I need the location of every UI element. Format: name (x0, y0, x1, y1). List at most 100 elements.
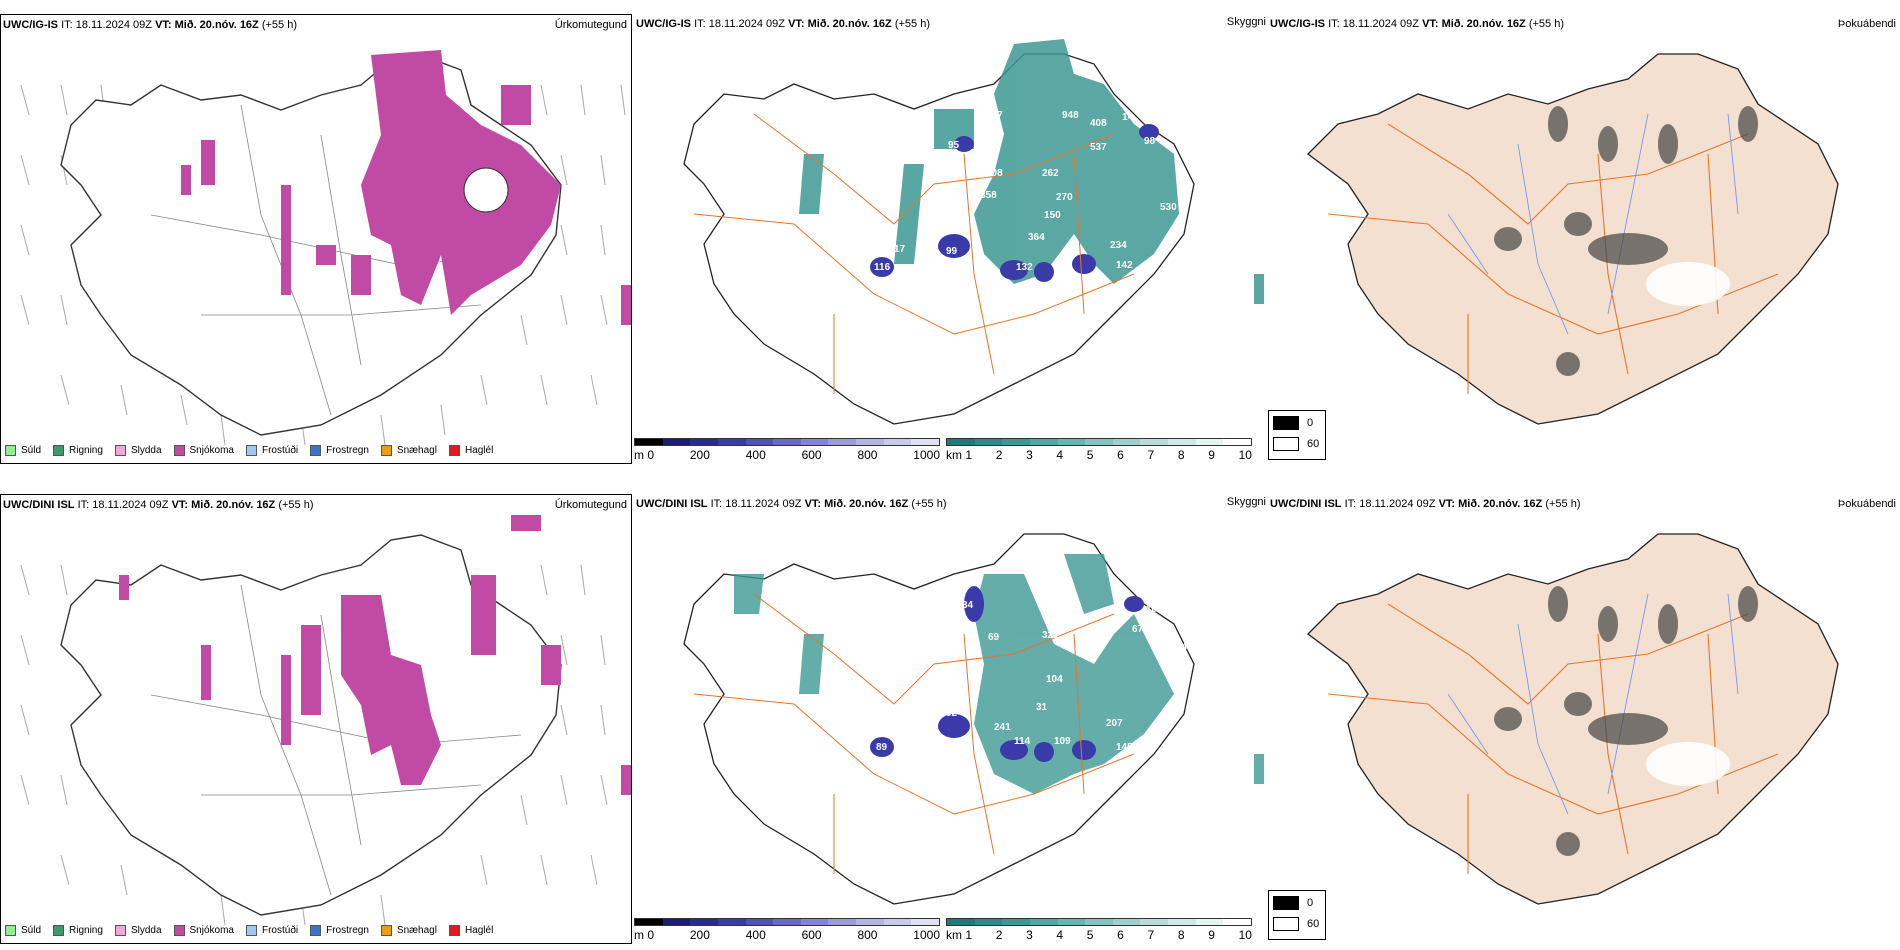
value-label: 241 (994, 722, 1011, 733)
it-value: 18.11.2024 09Z (708, 18, 785, 30)
fog-key: 0 60 (1268, 890, 1326, 940)
value-label: 537 (986, 110, 1003, 121)
fog-key: 0 60 (1268, 410, 1326, 460)
value-label: 36 (892, 708, 904, 719)
value-label: 948 (1062, 110, 1079, 121)
low-cloud-areas (870, 124, 1159, 282)
snow-areas (181, 50, 631, 325)
panel-header: UWC/DINI ISL IT: 18.11.2024 09Z VT: Mið.… (636, 498, 947, 510)
tick-label: 10 (1238, 448, 1252, 462)
it-value: 18.11.2024 09Z (92, 499, 169, 511)
value-label: 308 (986, 168, 1003, 179)
panel-header: UWC/IG-IS IT: 18.11.2024 09Z VT: Mið. 20… (3, 19, 297, 31)
it-label: IT: (61, 19, 73, 31)
legend-label: Haglél (464, 925, 494, 936)
model-name: UWC/IG-IS (636, 18, 691, 30)
legend-item: Rigning (53, 925, 103, 936)
cloud-visibility-panel-top: UWC/IG-IS IT: 18.11.2024 09Z VT: Mið. 20… (634, 14, 1266, 464)
tick-label: 4 (1056, 448, 1064, 462)
legend-label: Rigning (69, 445, 103, 456)
cloud-base-ticks: m 0 200 400 600 800 1000 (634, 928, 940, 942)
fog-key-label: 60 (1307, 918, 1320, 930)
visibility-unit: km 1 (946, 448, 973, 462)
fog-key-item: 0 (1273, 896, 1313, 910)
tick-label: 800 (857, 448, 878, 462)
legend-item: Snæhagl (380, 445, 437, 456)
value-label: 270 (1056, 192, 1073, 203)
vt-value: Mið. 20.nóv. 16Z (174, 19, 259, 31)
lead-time: (+55 h) (278, 499, 314, 511)
legend-label: Snjókoma (189, 925, 234, 936)
legend-label: Frostregn (326, 925, 369, 936)
visibility-ticks: km 1 2 3 4 5 6 7 8 9 10 (946, 928, 1252, 942)
legend-swatch (245, 925, 257, 936)
legend-label: Frostregn (326, 445, 369, 456)
vt-label: VT: (788, 18, 805, 30)
value-label: 105 (938, 610, 955, 621)
panel-header: UWC/DINI ISL IT: 18.11.2024 09Z VT: Mið.… (1270, 498, 1581, 510)
it-value: 18.11.2024 09Z (1359, 498, 1436, 510)
legend-item: Frostúði (245, 445, 298, 456)
fog-key-swatch (1273, 896, 1299, 910)
model-name: UWC/DINI ISL (636, 498, 708, 510)
tick-label: 1000 (913, 448, 940, 462)
colorbars: m 0 200 400 600 800 1000 km 1 2 3 4 5 6 … (634, 438, 1266, 464)
panel-title: Skyggni (1226, 16, 1266, 28)
snow-areas (119, 515, 631, 795)
value-label: 236 (1178, 622, 1195, 633)
tick-label: 3 (1026, 928, 1033, 942)
cloud-base-ticks: m 0 200 400 600 800 1000 (634, 448, 940, 462)
colorbars: m 0 200 400 600 800 1000 km 1 2 3 4 5 6 … (634, 918, 1266, 944)
it-label: IT: (1328, 18, 1340, 30)
tick-label: 200 (689, 928, 710, 942)
vt-value: Mið. 20.nóv. 16Z (1458, 498, 1543, 510)
legend-swatch (53, 925, 65, 936)
cloud-base-colorbar (634, 918, 940, 926)
roads (693, 593, 1135, 874)
value-label: 17 (894, 244, 906, 255)
tick-label: 10 (1238, 928, 1252, 942)
low-visibility-areas (734, 554, 1264, 794)
model-name: UWC/DINI ISL (3, 499, 75, 511)
vt-value: Mið. 20.nóv. 16Z (807, 18, 892, 30)
vt-value: Mið. 20.nóv. 16Z (1441, 18, 1526, 30)
lead-time: (+55 h) (1545, 498, 1581, 510)
legend-label: Súld (21, 925, 42, 936)
fog-areas (1494, 586, 1758, 856)
tick-label: 1000 (913, 928, 940, 942)
tick-label: 600 (801, 448, 822, 462)
value-label: 132 (1016, 262, 1033, 273)
precip-map (20, 50, 631, 446)
legend-swatch (380, 445, 392, 456)
visibility-colorbar (946, 918, 1252, 926)
legend-item: Frostregn (310, 925, 369, 936)
it-label: IT: (1344, 498, 1357, 510)
fog-key-swatch (1273, 416, 1299, 430)
low-visibility-areas (799, 39, 1264, 304)
visibility-colorbar (946, 438, 1252, 446)
cloud-map: 537 948 408 14 95 537 98 308 262 358 270… (683, 39, 1264, 425)
legend-label: Haglél (464, 445, 494, 456)
tick-label: 2 (995, 448, 1003, 462)
iceland-outline (683, 533, 1195, 905)
legend-swatch (5, 445, 16, 456)
value-label: 93 (1057, 262, 1069, 273)
legend-swatch (380, 925, 392, 936)
value-label: 287 (960, 626, 977, 637)
lead-time: (+55 h) (1528, 18, 1565, 30)
value-label: 95 (948, 140, 960, 151)
legend-item: Snjókoma (173, 445, 234, 456)
fog-panel-bottom: UWC/DINI ISL IT: 18.11.2024 09Z VT: Mið.… (1268, 494, 1900, 944)
vt-label: VT: (1422, 18, 1439, 30)
it-value: 18.11.2024 09Z (75, 19, 152, 31)
value-label: 116 (874, 262, 891, 273)
tick-label: 5 (1086, 448, 1094, 462)
tick-label: 9 (1208, 448, 1215, 462)
tick-label: 3 (1026, 448, 1033, 462)
tick-label: 8 (1177, 448, 1185, 462)
fog-key-swatch (1273, 917, 1299, 931)
fog-key-label: 60 (1307, 438, 1320, 450)
tick-label: 4 (1056, 928, 1064, 942)
tick-label: 200 (689, 448, 710, 462)
fog-key-item: 0 (1273, 416, 1313, 430)
